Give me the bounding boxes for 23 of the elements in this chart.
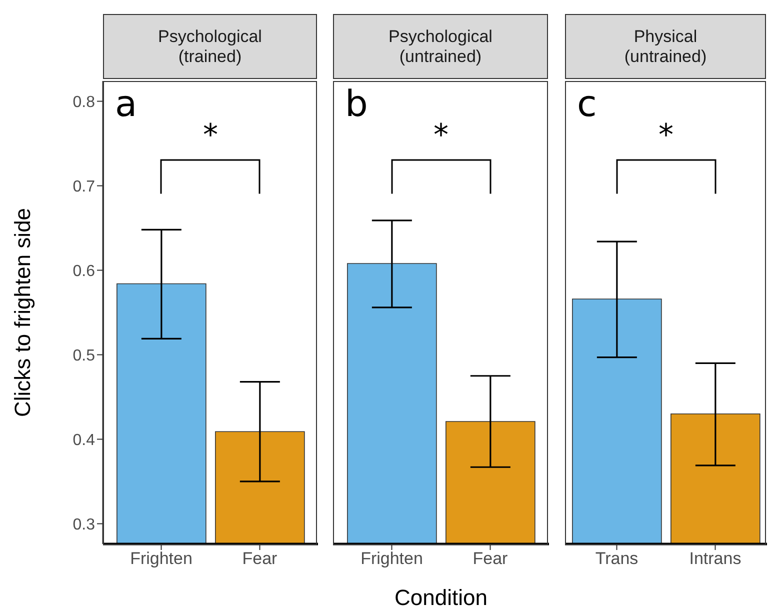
x-tick-label: Intrans	[689, 549, 742, 568]
chart-title: Physical (untrained)	[565, 14, 766, 79]
annotation: *	[658, 118, 674, 154]
annotation: a	[115, 83, 138, 127]
y-tick-label: 0.4	[72, 432, 96, 449]
annotation: b	[345, 83, 368, 127]
y-tick-label: 0.5	[72, 347, 96, 364]
x-tick-label: Fear	[472, 549, 508, 568]
x-axis-title: Condition	[394, 585, 488, 610]
x-tick-label: Fear	[242, 549, 278, 568]
x-tick-label: Frighten	[360, 549, 423, 568]
y-tick-label: 0.3	[72, 516, 96, 534]
annotation: c	[577, 83, 597, 127]
chart-title: Psychological (trained)	[103, 14, 317, 79]
y-tick-label: 0.7	[72, 178, 96, 196]
y-axis-title: Clicks to frighten side	[10, 208, 35, 418]
y-tick-label: 0.6	[72, 262, 96, 280]
annotation: *	[202, 118, 219, 154]
y-tick-label: 0.8	[72, 94, 96, 111]
annotation: *	[432, 118, 450, 154]
x-tick-label: Frighten	[130, 549, 192, 568]
x-tick-label: Trans	[595, 549, 638, 568]
chart-title: Psychological (untrained)	[333, 14, 548, 79]
